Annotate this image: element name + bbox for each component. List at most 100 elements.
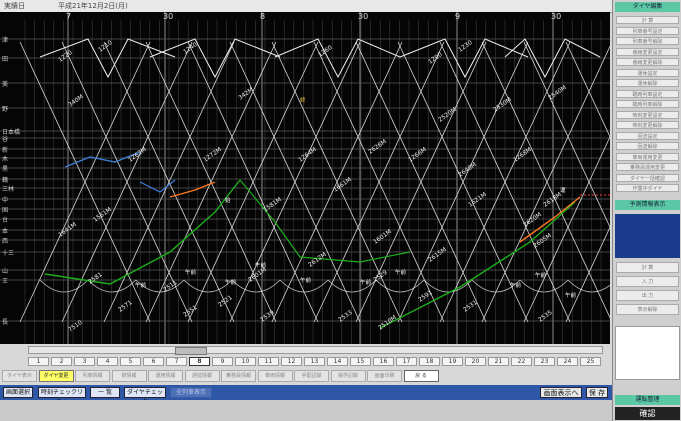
forecast-item[interactable]: 入 力: [616, 276, 679, 287]
page-button[interactable]: 24: [557, 357, 578, 366]
page-button[interactable]: 23: [534, 357, 555, 366]
page-button[interactable]: 7: [166, 357, 187, 366]
command-item[interactable]: 作業中ダイヤ: [616, 184, 679, 192]
forecast-item[interactable]: 計 算: [616, 262, 679, 273]
command-item[interactable]: 車両運用変更: [616, 152, 679, 161]
train-line-green: [239, 179, 411, 263]
page-button[interactable]: 5: [120, 357, 141, 366]
command-item[interactable]: 時刻変更解除: [616, 121, 679, 129]
command-item[interactable]: 回送解除: [616, 142, 679, 150]
function-button[interactable]: 乗務員情報: [221, 370, 256, 382]
function-button[interactable]: 画面印刷: [367, 370, 402, 382]
train-line-green: [44, 179, 241, 285]
station-label: 山: [2, 267, 8, 275]
command-item[interactable]: 列車番号解除: [616, 37, 679, 45]
train-marker: 午前: [135, 281, 147, 289]
page-button[interactable]: 1: [28, 357, 49, 366]
page-button[interactable]: 19: [442, 357, 463, 366]
command-item[interactable]: 番線変更解除: [616, 58, 679, 66]
page-button[interactable]: 10: [235, 357, 256, 366]
command-item[interactable]: 回送設定: [616, 131, 679, 140]
train-marker: 午前: [360, 278, 372, 286]
train-number-label: 1230: [457, 39, 474, 54]
horizontal-scrollbar[interactable]: [28, 346, 603, 355]
function-button[interactable]: 駅情報: [111, 370, 147, 382]
command-item[interactable]: 番線変更設定: [616, 47, 679, 56]
train-line-green: [379, 201, 576, 329]
page-button[interactable]: 13: [304, 357, 325, 366]
confirm-button[interactable]: 確認: [615, 407, 680, 420]
train-route-upper: [39, 38, 176, 79]
action-button[interactable]: 画面表示へ: [540, 387, 582, 398]
footer-bar: [0, 400, 612, 421]
function-button[interactable]: 車両情報: [257, 370, 293, 382]
page-selector: 1 2 3 4 5 6 7 8 9 10 11 12 13 14 15 16 17 18 19 20 21 22 23 24 2…: [28, 357, 603, 366]
function-button[interactable]: 遅延情報: [184, 370, 220, 382]
function-button[interactable]: 操作記録: [330, 370, 366, 382]
station-label: 谷: [2, 135, 8, 143]
page-button[interactable]: 14: [327, 357, 348, 366]
station-label: 鶴: [2, 176, 8, 184]
action-button[interactable]: ダイヤチェック: [124, 387, 166, 406]
command-item[interactable]: 計 算: [616, 16, 679, 24]
command-item[interactable]: 臨時列車設定: [616, 89, 679, 98]
command-item[interactable]: 時刻変更設定: [616, 110, 679, 119]
page-button[interactable]: 22: [511, 357, 532, 366]
function-button[interactable]: 戻 る: [403, 370, 439, 382]
action-button[interactable]: 一 覧: [90, 387, 120, 398]
train-number-label: 2581: [87, 271, 104, 286]
train-marker: 午前: [185, 268, 197, 276]
page-button[interactable]: 21: [488, 357, 509, 366]
page-button[interactable]: 16: [373, 357, 394, 366]
page-button[interactable]: 4: [97, 357, 118, 366]
train-marker: 午前: [300, 276, 312, 284]
command-item[interactable]: 臨時列車解除: [616, 100, 679, 108]
train-line-blue: [139, 179, 176, 193]
train-diagram[interactable]: 7 30 8 30 9 30 津田美野日本橋谷新木黒鶴三林中国台本西十三山王長 1220 124…: [0, 12, 610, 344]
time-mark: 7: [66, 12, 71, 21]
operation-date: 平成21年12月2日(月): [58, 2, 128, 10]
page-button[interactable]: 9: [212, 357, 233, 366]
page-button[interactable]: 17: [396, 357, 417, 366]
command-item[interactable]: ダイヤ一括確認: [616, 173, 679, 182]
station-label: 西: [2, 238, 8, 245]
function-button[interactable]: ダイヤ表示: [2, 370, 37, 382]
scrollbar-thumb[interactable]: [175, 347, 207, 355]
diagram-canvas[interactable]: 7 30 8 30 9 30津田美野日本橋谷新木黒鶴三林中国台本西十三山王長1220124…: [0, 12, 610, 344]
action-button[interactable]: 保 存: [586, 387, 608, 398]
action-button[interactable]: 時刻チェックリスト: [38, 387, 86, 406]
page-button[interactable]: 2: [51, 357, 72, 366]
page-button[interactable]: 6: [143, 357, 164, 366]
page-button[interactable]: 15: [350, 357, 371, 366]
command-item[interactable]: 乗務員運用変更: [616, 163, 679, 171]
command-item[interactable]: 列車番号設定: [616, 26, 679, 35]
function-button-row: ダイヤ表示 ダイヤ変更 列車情報 駅情報 運用情報 遅延情報 乗務員情報 車両情報 手配記録 操作…: [2, 370, 612, 383]
station-label: 長: [2, 319, 8, 326]
train-route-lower: [231, 279, 281, 293]
command-item[interactable]: 運休設定: [616, 68, 679, 77]
train-route-upper: [149, 38, 281, 79]
train-route-lower: [279, 279, 329, 293]
page-button[interactable]: 8: [189, 357, 210, 366]
train-line-blue: [64, 151, 141, 168]
page-button[interactable]: 12: [281, 357, 302, 366]
page-button[interactable]: 25: [580, 357, 601, 366]
function-button[interactable]: 列車情報: [75, 370, 110, 382]
forecast-item[interactable]: 表示解除: [616, 304, 679, 315]
action-button[interactable]: 画面選択: [3, 387, 33, 398]
train-number-label: 2640M: [457, 161, 478, 178]
function-button[interactable]: 手配記録: [294, 370, 329, 382]
page-button[interactable]: 20: [465, 357, 486, 366]
function-button[interactable]: ダイヤ変更: [38, 370, 74, 382]
function-button[interactable]: 運用情報: [148, 370, 183, 382]
forecast-item[interactable]: 出 力: [616, 290, 679, 301]
page-button[interactable]: 11: [258, 357, 279, 366]
command-item[interactable]: 運休解除: [616, 79, 679, 87]
train-marker: 終: [300, 96, 306, 104]
page-button[interactable]: 3: [74, 357, 95, 366]
action-button[interactable]: 全列車表示: [170, 387, 212, 398]
station-label: 美: [2, 80, 8, 88]
page-button[interactable]: 18: [419, 357, 440, 366]
station-label: 野: [2, 105, 8, 113]
